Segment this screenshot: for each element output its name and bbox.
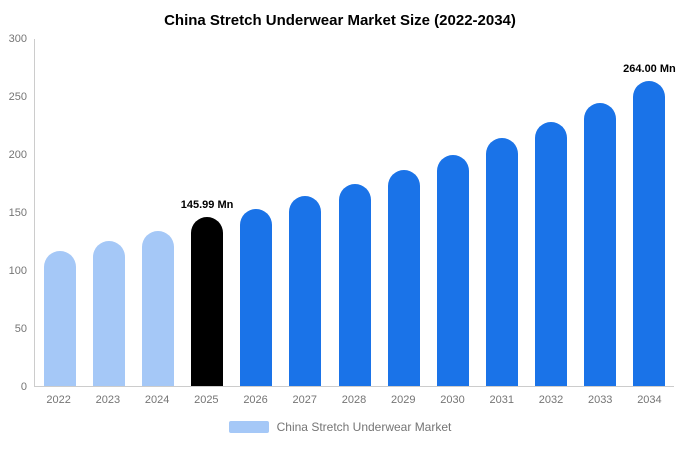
bar-2022[interactable] xyxy=(43,250,76,386)
bar-2023[interactable] xyxy=(92,241,125,386)
x-tick-label: 2028 xyxy=(341,394,367,406)
x-tick-label: 2026 xyxy=(243,394,268,406)
y-tick-label: 200 xyxy=(8,149,27,161)
y-tick-label: 0 xyxy=(20,381,27,393)
bar-value-label: 145.99 Mn xyxy=(180,199,234,212)
bar-group: 264.00 Mn xyxy=(623,39,676,386)
x-tick-label: 2029 xyxy=(391,394,416,406)
y-tick-label: 150 xyxy=(8,207,27,219)
bar-2029[interactable] xyxy=(387,169,420,386)
y-tick-label: 250 xyxy=(8,91,27,103)
bar-2027[interactable] xyxy=(289,196,322,386)
y-tick-label: 50 xyxy=(14,323,27,335)
x-tick-label: 2025 xyxy=(194,394,219,406)
bar-value-label: 264.00 Mn xyxy=(623,62,676,75)
bar-group xyxy=(379,39,428,386)
bar-group xyxy=(428,39,477,386)
bar-2030[interactable] xyxy=(436,154,469,386)
x-tick-label: 2024 xyxy=(144,394,170,406)
bar-2033[interactable] xyxy=(584,102,617,386)
bar-2028[interactable] xyxy=(338,183,371,386)
bar-group xyxy=(527,39,576,386)
legend-label: China Stretch Underwear Market xyxy=(276,420,452,434)
bar-group xyxy=(281,39,330,386)
bar-group xyxy=(330,39,379,386)
x-tick-label: 2022 xyxy=(46,394,71,406)
bar-group xyxy=(84,39,133,386)
bar-group xyxy=(133,39,182,386)
bar-2026[interactable] xyxy=(240,209,273,386)
bar-2025[interactable] xyxy=(191,217,224,386)
bar-2032[interactable] xyxy=(535,122,568,386)
plot-area: 145.99 Mn 264.00 Mn xyxy=(34,39,676,387)
x-tick-label: 2034 xyxy=(637,394,662,406)
x-tick-label: 2032 xyxy=(538,394,564,406)
chart-area: 145.99 Mn 264.00 Mn 0 50 100 150 200 250 300 xyxy=(9,33,676,393)
x-tick-label: 2030 xyxy=(440,394,465,406)
bar-2034[interactable] xyxy=(633,80,666,386)
x-tick-label: 2031 xyxy=(489,394,514,406)
bar-group xyxy=(576,39,625,386)
y-tick-label: 300 xyxy=(8,33,27,45)
x-tick-label: 2027 xyxy=(292,394,318,406)
bar-2031[interactable] xyxy=(485,138,518,386)
page-title: China Stretch Underwear Market Size (202… xyxy=(164,12,516,29)
y-tick-label: 100 xyxy=(8,265,27,277)
legend-swatch-icon xyxy=(228,421,269,433)
x-tick-label: 2033 xyxy=(587,394,613,406)
bar-2024[interactable] xyxy=(141,231,174,386)
bar-group xyxy=(477,39,526,386)
legend[interactable]: China Stretch Underwear Market xyxy=(0,420,680,434)
bar-group xyxy=(35,39,84,386)
x-tick-label: 2023 xyxy=(95,394,121,406)
x-axis: 2022 2023 2024 2025 2026 2027 2028 2029 2030 2031… xyxy=(34,394,674,406)
bar-group xyxy=(232,39,281,386)
bar-group: 145.99 Mn xyxy=(180,39,234,386)
